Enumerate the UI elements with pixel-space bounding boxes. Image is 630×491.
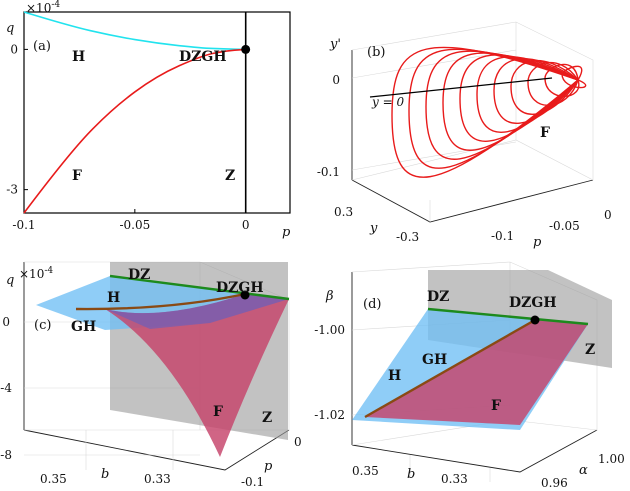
point-DZGH [241, 44, 251, 54]
label-F: F [491, 398, 501, 414]
label-DZ: DZ [427, 289, 449, 305]
y-exponent: ×10-4 [26, 0, 60, 15]
label-Z: Z [585, 342, 595, 358]
orbit-loop [527, 61, 579, 106]
surface-F [105, 294, 289, 457]
p-tick-2: 0 [604, 208, 612, 222]
label-DZGH: DZGH [216, 280, 264, 296]
b-tick-0: 0.35 [352, 464, 379, 478]
label-Z: Z [225, 168, 235, 184]
label-DZGH: DZGH [179, 49, 227, 65]
panel-b: (b) y = 0 F y' 0 -0.1 0.3 -0.3 y -0.1 -0… [317, 21, 612, 250]
panel-b-floor-edges [351, 179, 594, 223]
x-tick-label: 0 [242, 218, 250, 232]
panel-a-label: (a) [33, 39, 51, 54]
orbit-loop [561, 65, 587, 89]
label-F-orbits: F [540, 125, 550, 141]
y-axis-label: q [6, 21, 14, 36]
alpha-tick-0: 0.96 [541, 476, 568, 490]
curve-GH [75, 292, 246, 311]
y-tick-label: -3 [6, 183, 18, 197]
b-tick-1: 0.33 [144, 472, 171, 486]
beta-axis-label: β [325, 289, 334, 304]
panel-d-box [351, 272, 598, 473]
label-DZ: DZ [128, 267, 150, 283]
yprime-axis-label: y' [329, 37, 341, 52]
alpha-axis-label: α [579, 463, 588, 478]
curve-DZ [427, 307, 589, 326]
panel-a: -0.1 -0.05 0 0 -3 (a) H F Z DZGH q ×10-4 p [6, 0, 291, 240]
orbit-loop [408, 48, 579, 169]
label-H: H [107, 290, 120, 306]
y-tick-label: 0 [10, 42, 18, 56]
q-tick-2: -8 [0, 448, 12, 462]
label-F: F [72, 168, 82, 184]
yprime-tick-0: 0 [332, 73, 340, 87]
surface-HF-overlap [105, 294, 289, 329]
orbit-group [391, 46, 587, 178]
alpha-tick-1: 1.00 [598, 452, 625, 466]
p-axis-label: p [264, 459, 273, 474]
beta-tick-1: -1.02 [314, 408, 345, 422]
panel-b-label: (b) [367, 45, 385, 60]
orbit-loop [544, 63, 580, 98]
panel-c: (c) DZ H GH DZGH F Z q ×10-4 0 -4 -8 0.3… [0, 261, 302, 489]
q-tick-0: 0 [2, 315, 10, 329]
beta-tick-0: -1.00 [314, 323, 345, 337]
curve-GH [364, 318, 536, 419]
panel-c-label: (c) [34, 318, 51, 333]
label-y-zero: y = 0 [371, 95, 404, 109]
surface-F [365, 320, 588, 425]
curve-DZ [109, 274, 290, 301]
q-axis-label: q [6, 273, 14, 288]
point-DZGH [240, 290, 250, 300]
label-DZGH: DZGH [509, 295, 557, 311]
p-tick-0: -0.1 [491, 229, 514, 243]
q-exponent: ×10-4 [19, 266, 53, 281]
panel-d-label: (d) [363, 297, 381, 312]
p-tick-1: -0.1 [241, 475, 264, 489]
p-axis-label: p [533, 235, 542, 250]
label-Z: Z [262, 410, 272, 426]
b-axis-label: b [407, 467, 415, 482]
panel-c-box [23, 262, 290, 471]
point-DZGH [530, 315, 540, 325]
x-tick-label: -0.05 [119, 218, 150, 232]
p-tick-0: 0 [294, 435, 302, 449]
panel-a-ticks: -0.1 -0.05 0 0 -3 [6, 42, 249, 232]
x-tick-label: -0.1 [12, 218, 35, 232]
panel-d: (d) DZ DZGH GH H F Z β -1.00 -1.02 0.35 … [314, 261, 625, 490]
panel-b-grid [351, 21, 594, 222]
y-tick-0: 0.3 [334, 205, 353, 219]
series-H [23, 11, 246, 51]
b-tick-0: 0.35 [40, 472, 67, 486]
y-tick-1: -0.3 [396, 230, 419, 244]
x-axis-label: p [282, 225, 291, 240]
b-tick-1: 0.33 [441, 472, 468, 486]
label-GH: GH [422, 352, 447, 368]
line-y-zero [369, 77, 553, 98]
label-GH: GH [71, 319, 96, 335]
q-tick-1: -4 [0, 381, 12, 395]
label-F: F [213, 404, 223, 420]
yprime-tick-1: -0.1 [317, 165, 340, 179]
label-H: H [388, 368, 401, 384]
orbit-loop [510, 60, 579, 115]
y-axis-label: y [369, 221, 378, 236]
b-axis-label: b [101, 467, 109, 482]
orbit-loop [476, 56, 579, 133]
orbit-loop [425, 50, 579, 160]
orbit-loop [493, 58, 579, 124]
label-H: H [72, 49, 85, 65]
panel-a-frame [23, 11, 291, 214]
series-F [23, 48, 246, 214]
p-tick-1: -0.05 [549, 219, 580, 233]
